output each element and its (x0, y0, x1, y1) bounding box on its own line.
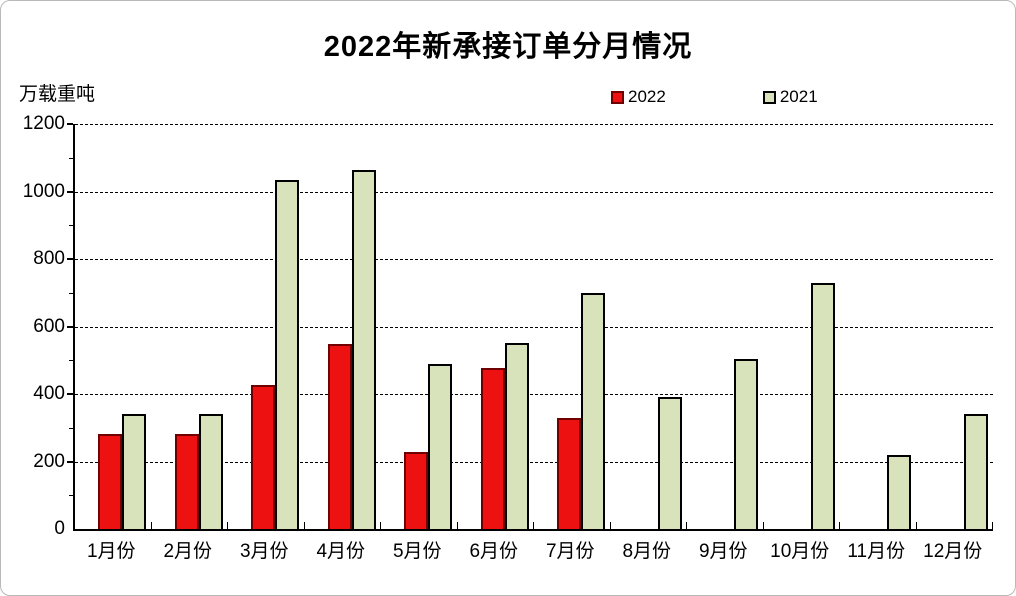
bar-2021-12月份 (963, 414, 988, 529)
x-boundary-tick (150, 522, 152, 529)
bar-2022-6月份 (480, 368, 505, 529)
bar-2022-4月份 (327, 344, 352, 529)
y-tick-label-800: 800 (33, 248, 65, 269)
x-boundary-tick (992, 522, 993, 529)
x-boundary-tick (380, 522, 381, 529)
y-minor-tick (69, 495, 73, 497)
legend-item-2022: 2022 (611, 87, 666, 107)
bar-2022-7月份 (557, 418, 582, 529)
x-tick-label-11月份: 11月份 (847, 541, 906, 562)
y-minor-tick (69, 157, 73, 159)
bar-2021-11月份 (887, 455, 912, 529)
y-minor-tick (69, 427, 73, 429)
chart-title: 2022年新承接订单分月情况 (323, 31, 693, 63)
x-tick-label-12月份: 12月份 (923, 541, 983, 562)
x-boundary-tick (303, 522, 305, 529)
bar-2021-9月份 (734, 358, 759, 529)
x-boundary-tick (915, 522, 917, 529)
y-major-tick (67, 123, 73, 125)
bar-2022-5月份 (404, 452, 429, 529)
x-tick-label-9月份: 9月份 (698, 541, 748, 562)
y-major-tick (67, 393, 73, 395)
bar-2021-2月份 (198, 413, 223, 529)
bar-2021-1月份 (122, 414, 147, 529)
gridline-y-800 (75, 259, 993, 260)
bar-2021-10月份 (810, 282, 835, 529)
x-boundary-tick (456, 522, 458, 529)
bar-2021-4月份 (351, 169, 376, 529)
x-boundary-tick (609, 522, 611, 529)
bar-2022-2月份 (174, 433, 199, 529)
bar-2022-1月份 (98, 433, 123, 529)
gridline-y-400 (75, 394, 993, 395)
x-tick-label-1月份: 1月份 (86, 541, 136, 562)
y-axis-unit-label: 万载重吨 (19, 84, 96, 105)
gridline-y-1000 (75, 191, 993, 193)
x-boundary-tick (533, 522, 534, 529)
y-major-tick (67, 460, 73, 463)
legend-label-2022: 2022 (628, 87, 666, 106)
bar-2021-7月份 (581, 293, 606, 529)
legend-swatch-2021-icon (762, 90, 776, 104)
bar-2021-8月份 (657, 397, 682, 529)
bar-2022-3月份 (251, 384, 276, 529)
y-minor-tick (69, 292, 73, 294)
y-tick-label-0: 0 (54, 518, 65, 539)
y-tick-label-1200: 1200 (22, 113, 65, 134)
legend-item-2021: 2021 (762, 87, 818, 107)
x-tick-label-3月份: 3月份 (239, 541, 289, 562)
y-major-tick (67, 190, 73, 193)
x-tick-label-4月份: 4月份 (316, 541, 366, 562)
x-tick-label-10月份: 10月份 (770, 541, 830, 562)
x-boundary-tick (839, 522, 840, 529)
y-major-tick (67, 258, 73, 260)
bar-2021-6月份 (504, 343, 529, 529)
y-minor-tick (69, 225, 73, 227)
gridline-y-200 (75, 461, 993, 463)
x-tick-label-2月份: 2月份 (163, 541, 213, 562)
y-minor-tick (69, 360, 73, 362)
bar-2021-3月份 (275, 179, 300, 529)
x-tick-label-5月份: 5月份 (392, 541, 442, 562)
y-major-tick (67, 325, 73, 328)
gridline-y-600 (75, 326, 993, 328)
plot-area (67, 123, 993, 531)
legend: 2022 2021 (611, 87, 818, 107)
y-tick-label-200: 200 (33, 450, 65, 472)
x-tick-label-8月份: 8月份 (622, 541, 672, 562)
x-tick-label-6月份: 6月份 (469, 541, 519, 562)
legend-label-2021: 2021 (779, 87, 818, 106)
x-boundary-tick (762, 522, 764, 529)
legend-swatch-2022-icon (611, 90, 624, 104)
y-tick-label-600: 600 (33, 315, 65, 337)
gridline-y-1200 (75, 124, 993, 125)
y-tick-label-1000: 1000 (22, 180, 65, 202)
x-boundary-tick (227, 522, 228, 529)
bar-2021-5月份 (428, 363, 453, 529)
y-tick-label-400: 400 (33, 383, 65, 404)
x-boundary-tick (686, 522, 687, 529)
x-tick-label-7月份: 7月份 (545, 541, 595, 562)
